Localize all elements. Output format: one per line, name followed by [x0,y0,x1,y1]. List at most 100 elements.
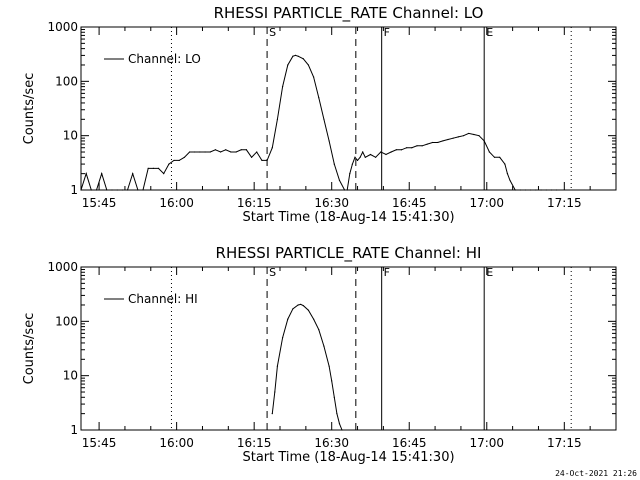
y-axis-label: Counts/sec [22,313,37,385]
x-tick-label: 15:45 [82,196,117,210]
data-point [421,145,423,147]
data-point [323,118,325,120]
data-point [493,156,496,158]
data-point [442,140,444,142]
data-point [178,159,180,162]
data-point [199,151,201,153]
x-tick-label: 16:45 [392,436,427,450]
data-point [271,147,273,149]
data-point [468,132,470,135]
data-point [375,156,377,158]
data-point [411,147,413,149]
data-point [111,189,113,191]
data-point [313,76,315,78]
data-point [250,156,253,158]
data-point [132,173,134,175]
data-point [530,189,532,191]
data-point [163,173,165,175]
data-point [535,189,537,191]
legend-entry: Channel: HI [128,292,198,306]
y-tick-label: 10 [63,129,78,143]
data-point [300,303,302,305]
data-point [338,423,341,425]
data-point [204,151,206,153]
data-point [188,151,191,153]
data-point [452,137,454,139]
data-point [302,58,304,60]
data-point [121,189,123,191]
data-point [416,145,418,147]
data-point [90,189,92,191]
data-point [168,163,170,165]
chart-title: RHESSI PARTICLE_RATE Channel: LO [214,4,484,23]
data-point [245,149,248,151]
data-point [328,365,330,367]
data-point [292,308,294,310]
event-marker-label: S [269,26,276,39]
data-point [344,189,346,191]
data-point [499,156,501,158]
x-tick-label: 17:15 [547,436,582,450]
x-tick-label: 16:30 [314,436,349,450]
data-point [483,140,485,142]
data-point [147,167,149,169]
data-point [318,329,320,331]
event-marker-label: S [269,266,276,279]
x-axis-label: Start Time (18-Aug-14 15:41:30) [242,210,454,225]
data-point [256,151,258,153]
data-point [349,173,351,175]
data-point [437,141,439,144]
data-point [85,173,87,175]
data-point [101,173,103,175]
legend-entry: Channel: LO [128,52,201,66]
event-marker-label: E [486,266,493,279]
plot-frame [80,266,617,431]
data-point [307,309,310,311]
data-point [519,189,521,191]
data-point [80,189,82,191]
data-point [274,391,276,393]
x-tick-label: 16:00 [159,196,194,210]
data-point [297,304,299,306]
data-point [364,156,366,158]
data-point [142,189,144,191]
data-point [426,143,428,145]
data-point [359,156,361,158]
data-point [351,163,353,165]
data-point [504,163,506,165]
data-point [369,153,372,156]
data-point [462,135,465,137]
data-point [302,304,304,307]
data-point [106,189,108,191]
data-point [126,189,129,191]
data-point [281,85,284,88]
data-point [281,337,284,339]
data-point [276,365,279,367]
data-point [524,189,527,191]
x-tick-label: 17:00 [469,196,504,210]
data-point [380,151,382,153]
y-tick-label: 1000 [47,20,78,34]
data-point [287,64,289,66]
data-point [431,141,434,144]
data-point [550,189,552,191]
data-point [240,149,242,151]
y-tick-label: 100 [55,74,78,88]
data-point [395,149,397,151]
x-tick-label: 15:45 [82,436,117,450]
data-point [116,189,118,191]
data-point [333,163,335,165]
data-point [478,135,480,137]
data-point [406,147,408,149]
data-point [545,189,547,191]
data-point [488,151,490,153]
data-point [447,138,449,141]
data-point [540,189,542,191]
data-point [338,179,341,182]
data-point [95,189,98,191]
data-point [183,156,185,158]
plot-frame [80,26,617,191]
data-point [390,151,392,153]
timestamp: 24-Oct-2021 21:26 [555,469,637,478]
